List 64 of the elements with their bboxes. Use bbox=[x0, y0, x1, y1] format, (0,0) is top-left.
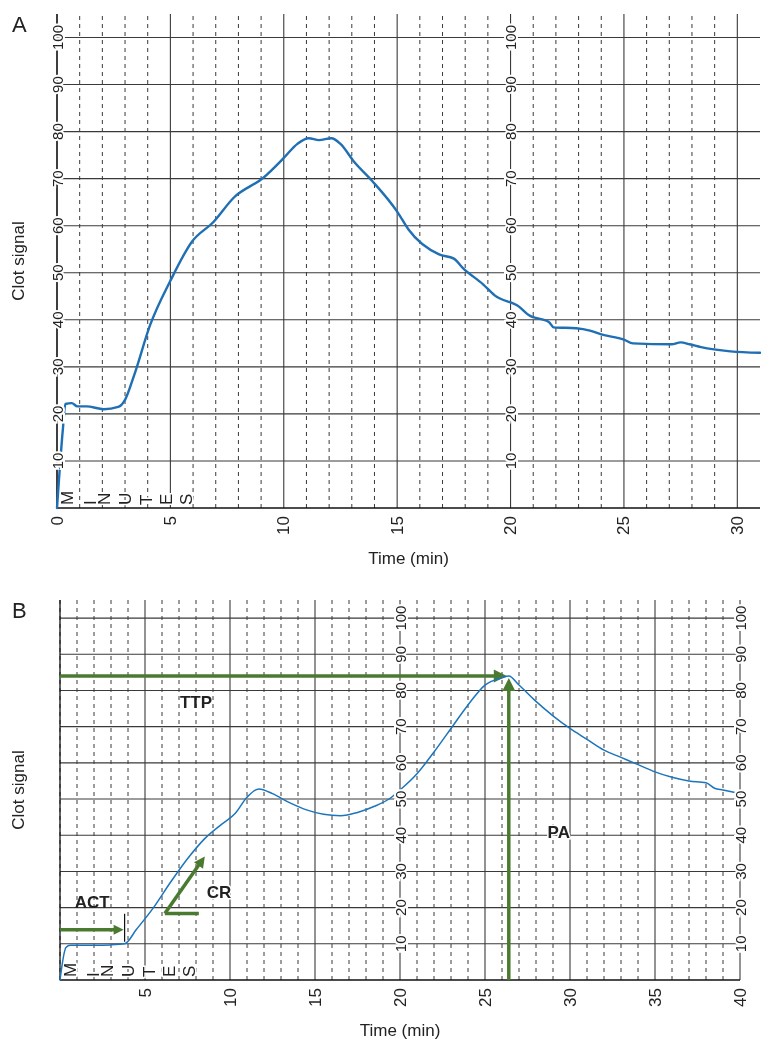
y-tick-label: 40 bbox=[48, 311, 66, 329]
x-tick-label: 15 bbox=[305, 988, 325, 1007]
annotation: MINUTES bbox=[61, 953, 200, 977]
x-tick-label: 35 bbox=[645, 988, 665, 1007]
y-tick-label: 10 bbox=[391, 935, 409, 953]
x-tick-label: 30 bbox=[727, 516, 747, 535]
y-tick-label: 20 bbox=[391, 899, 409, 916]
y-tick-label: 50 bbox=[48, 264, 66, 282]
y-tick-label: 90 bbox=[48, 76, 66, 93]
y2-tick-label: 10 bbox=[731, 935, 749, 953]
x-axis-title: Time (min) bbox=[359, 1021, 441, 1040]
x-tick-label: 5 bbox=[135, 988, 155, 998]
y2-tick-label: 100 bbox=[502, 25, 520, 51]
x-tick-label: 40 bbox=[730, 988, 750, 1007]
y2-tick-label: 20 bbox=[502, 405, 520, 423]
y-tick-label: 30 bbox=[391, 863, 409, 880]
y2-tick-label: 40 bbox=[731, 826, 749, 844]
y2-tick-label: 80 bbox=[731, 682, 749, 699]
y2-tick-label: 40 bbox=[502, 311, 520, 329]
x-tick-label: 10 bbox=[274, 516, 294, 535]
y2-tick-label: 20 bbox=[731, 899, 749, 916]
y2-tick-label: 70 bbox=[502, 170, 520, 188]
y-tick-label: 30 bbox=[48, 358, 66, 376]
ref-line-label: TTP bbox=[179, 693, 213, 712]
chart-title: A bbox=[12, 12, 27, 37]
y2-tick-label: 60 bbox=[502, 217, 520, 235]
x-tick-label: 15 bbox=[387, 516, 407, 535]
y2-tick-label: 10 bbox=[502, 452, 520, 470]
annotation: CR bbox=[206, 882, 232, 902]
y-tick-label: 20 bbox=[48, 405, 66, 423]
x-tick-label: 10 bbox=[220, 988, 240, 1007]
y-tick-label: 90 bbox=[391, 645, 409, 663]
y-tick-label: 10 bbox=[48, 452, 66, 470]
y2-tick-label: 80 bbox=[502, 123, 520, 140]
y2-tick-label: 50 bbox=[731, 790, 749, 808]
x-axis-title: Time (min) bbox=[368, 549, 449, 568]
y-tick-label: 100 bbox=[391, 605, 409, 631]
y-tick-label: 70 bbox=[391, 718, 409, 736]
y-tick-label: 50 bbox=[391, 790, 409, 808]
y2-tick-label: 100 bbox=[731, 605, 749, 631]
y2-tick-label: 90 bbox=[502, 76, 520, 93]
x-tick-label: 25 bbox=[614, 516, 634, 535]
y-tick-label: 80 bbox=[48, 123, 66, 140]
y-axis-title: Clot signal bbox=[9, 221, 28, 301]
y-tick-label: 60 bbox=[48, 217, 66, 235]
x-tick-label: 20 bbox=[501, 516, 521, 535]
y-tick-label: 80 bbox=[391, 682, 409, 699]
y2-tick-label: 50 bbox=[502, 264, 520, 282]
x-tick-label: 25 bbox=[475, 988, 495, 1007]
y-tick-label: 40 bbox=[391, 826, 409, 844]
y-tick-label: 100 bbox=[48, 25, 66, 51]
x-tick-label: 30 bbox=[560, 988, 580, 1007]
y-tick-label: 60 bbox=[391, 754, 409, 772]
x-tick-label: 0 bbox=[47, 516, 67, 526]
chart-title: B bbox=[12, 598, 27, 623]
y-tick-label: 70 bbox=[48, 170, 66, 188]
x-tick-label: 5 bbox=[160, 516, 180, 526]
y2-tick-label: 30 bbox=[502, 358, 520, 376]
y2-tick-label: 60 bbox=[731, 754, 749, 772]
y2-tick-label: 70 bbox=[731, 718, 749, 736]
y2-tick-label: 30 bbox=[731, 863, 749, 880]
y-axis-title: Clot signal bbox=[9, 750, 28, 830]
y2-tick-label: 90 bbox=[731, 645, 749, 663]
annotation: ACT bbox=[74, 892, 111, 912]
